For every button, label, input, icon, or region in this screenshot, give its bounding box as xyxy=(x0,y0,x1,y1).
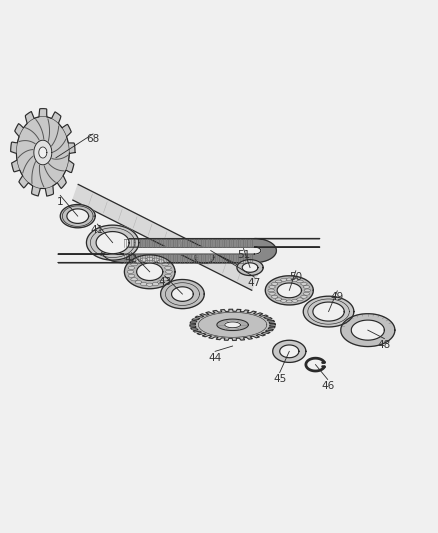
Polygon shape xyxy=(67,209,88,223)
Polygon shape xyxy=(194,251,213,264)
Text: 46: 46 xyxy=(320,381,334,391)
Ellipse shape xyxy=(164,266,171,269)
Ellipse shape xyxy=(303,286,309,288)
Ellipse shape xyxy=(271,282,277,285)
Polygon shape xyxy=(276,283,301,298)
Text: 42: 42 xyxy=(124,254,138,264)
Text: 47: 47 xyxy=(247,278,261,288)
Ellipse shape xyxy=(135,260,141,263)
Ellipse shape xyxy=(296,280,303,283)
Ellipse shape xyxy=(162,263,168,266)
Ellipse shape xyxy=(131,263,137,266)
Polygon shape xyxy=(160,279,204,309)
Ellipse shape xyxy=(140,282,147,286)
Ellipse shape xyxy=(275,280,281,283)
Polygon shape xyxy=(312,302,343,321)
Ellipse shape xyxy=(127,270,134,273)
Ellipse shape xyxy=(286,278,292,281)
Polygon shape xyxy=(279,345,298,358)
Polygon shape xyxy=(189,309,275,341)
Text: 50: 50 xyxy=(289,272,302,282)
Polygon shape xyxy=(96,231,129,254)
Text: 43: 43 xyxy=(158,277,171,287)
Ellipse shape xyxy=(152,258,159,261)
Polygon shape xyxy=(136,263,162,280)
Ellipse shape xyxy=(267,289,274,292)
Polygon shape xyxy=(340,314,394,346)
Text: 44: 44 xyxy=(208,353,221,362)
Ellipse shape xyxy=(131,278,137,281)
Text: 45: 45 xyxy=(272,374,286,384)
Polygon shape xyxy=(60,205,95,228)
Polygon shape xyxy=(58,239,319,263)
Ellipse shape xyxy=(280,300,286,302)
Ellipse shape xyxy=(275,298,281,301)
Polygon shape xyxy=(39,147,47,158)
Text: 49: 49 xyxy=(330,292,343,302)
Ellipse shape xyxy=(157,260,164,263)
Ellipse shape xyxy=(291,279,297,281)
Ellipse shape xyxy=(291,300,297,302)
Polygon shape xyxy=(124,255,175,289)
Polygon shape xyxy=(237,260,262,276)
Polygon shape xyxy=(272,340,305,362)
Ellipse shape xyxy=(146,257,153,261)
Ellipse shape xyxy=(271,295,277,298)
Text: 41: 41 xyxy=(91,225,104,236)
Ellipse shape xyxy=(303,293,309,295)
Polygon shape xyxy=(265,276,313,305)
Ellipse shape xyxy=(135,280,141,284)
Polygon shape xyxy=(303,296,353,327)
Ellipse shape xyxy=(296,298,303,301)
Polygon shape xyxy=(58,247,319,254)
Polygon shape xyxy=(224,322,240,328)
Ellipse shape xyxy=(162,278,168,281)
Polygon shape xyxy=(73,184,257,290)
Polygon shape xyxy=(216,319,248,330)
Ellipse shape xyxy=(268,293,275,295)
Text: 1: 1 xyxy=(57,197,64,207)
Polygon shape xyxy=(350,320,384,340)
Ellipse shape xyxy=(280,279,286,281)
Text: 51: 51 xyxy=(237,250,250,260)
Polygon shape xyxy=(86,225,138,260)
Polygon shape xyxy=(242,263,257,272)
Ellipse shape xyxy=(304,289,310,292)
Ellipse shape xyxy=(286,300,292,303)
Ellipse shape xyxy=(157,280,164,284)
Ellipse shape xyxy=(164,274,171,277)
Ellipse shape xyxy=(128,274,134,277)
Ellipse shape xyxy=(165,270,172,273)
Polygon shape xyxy=(171,287,193,301)
Ellipse shape xyxy=(300,282,307,285)
Ellipse shape xyxy=(152,282,159,286)
Polygon shape xyxy=(34,140,52,165)
Text: 48: 48 xyxy=(377,340,390,350)
Ellipse shape xyxy=(300,295,307,298)
Ellipse shape xyxy=(140,258,147,261)
Ellipse shape xyxy=(128,266,134,269)
Ellipse shape xyxy=(268,286,275,288)
Ellipse shape xyxy=(146,283,153,286)
Text: 68: 68 xyxy=(86,134,99,144)
Polygon shape xyxy=(11,109,75,196)
